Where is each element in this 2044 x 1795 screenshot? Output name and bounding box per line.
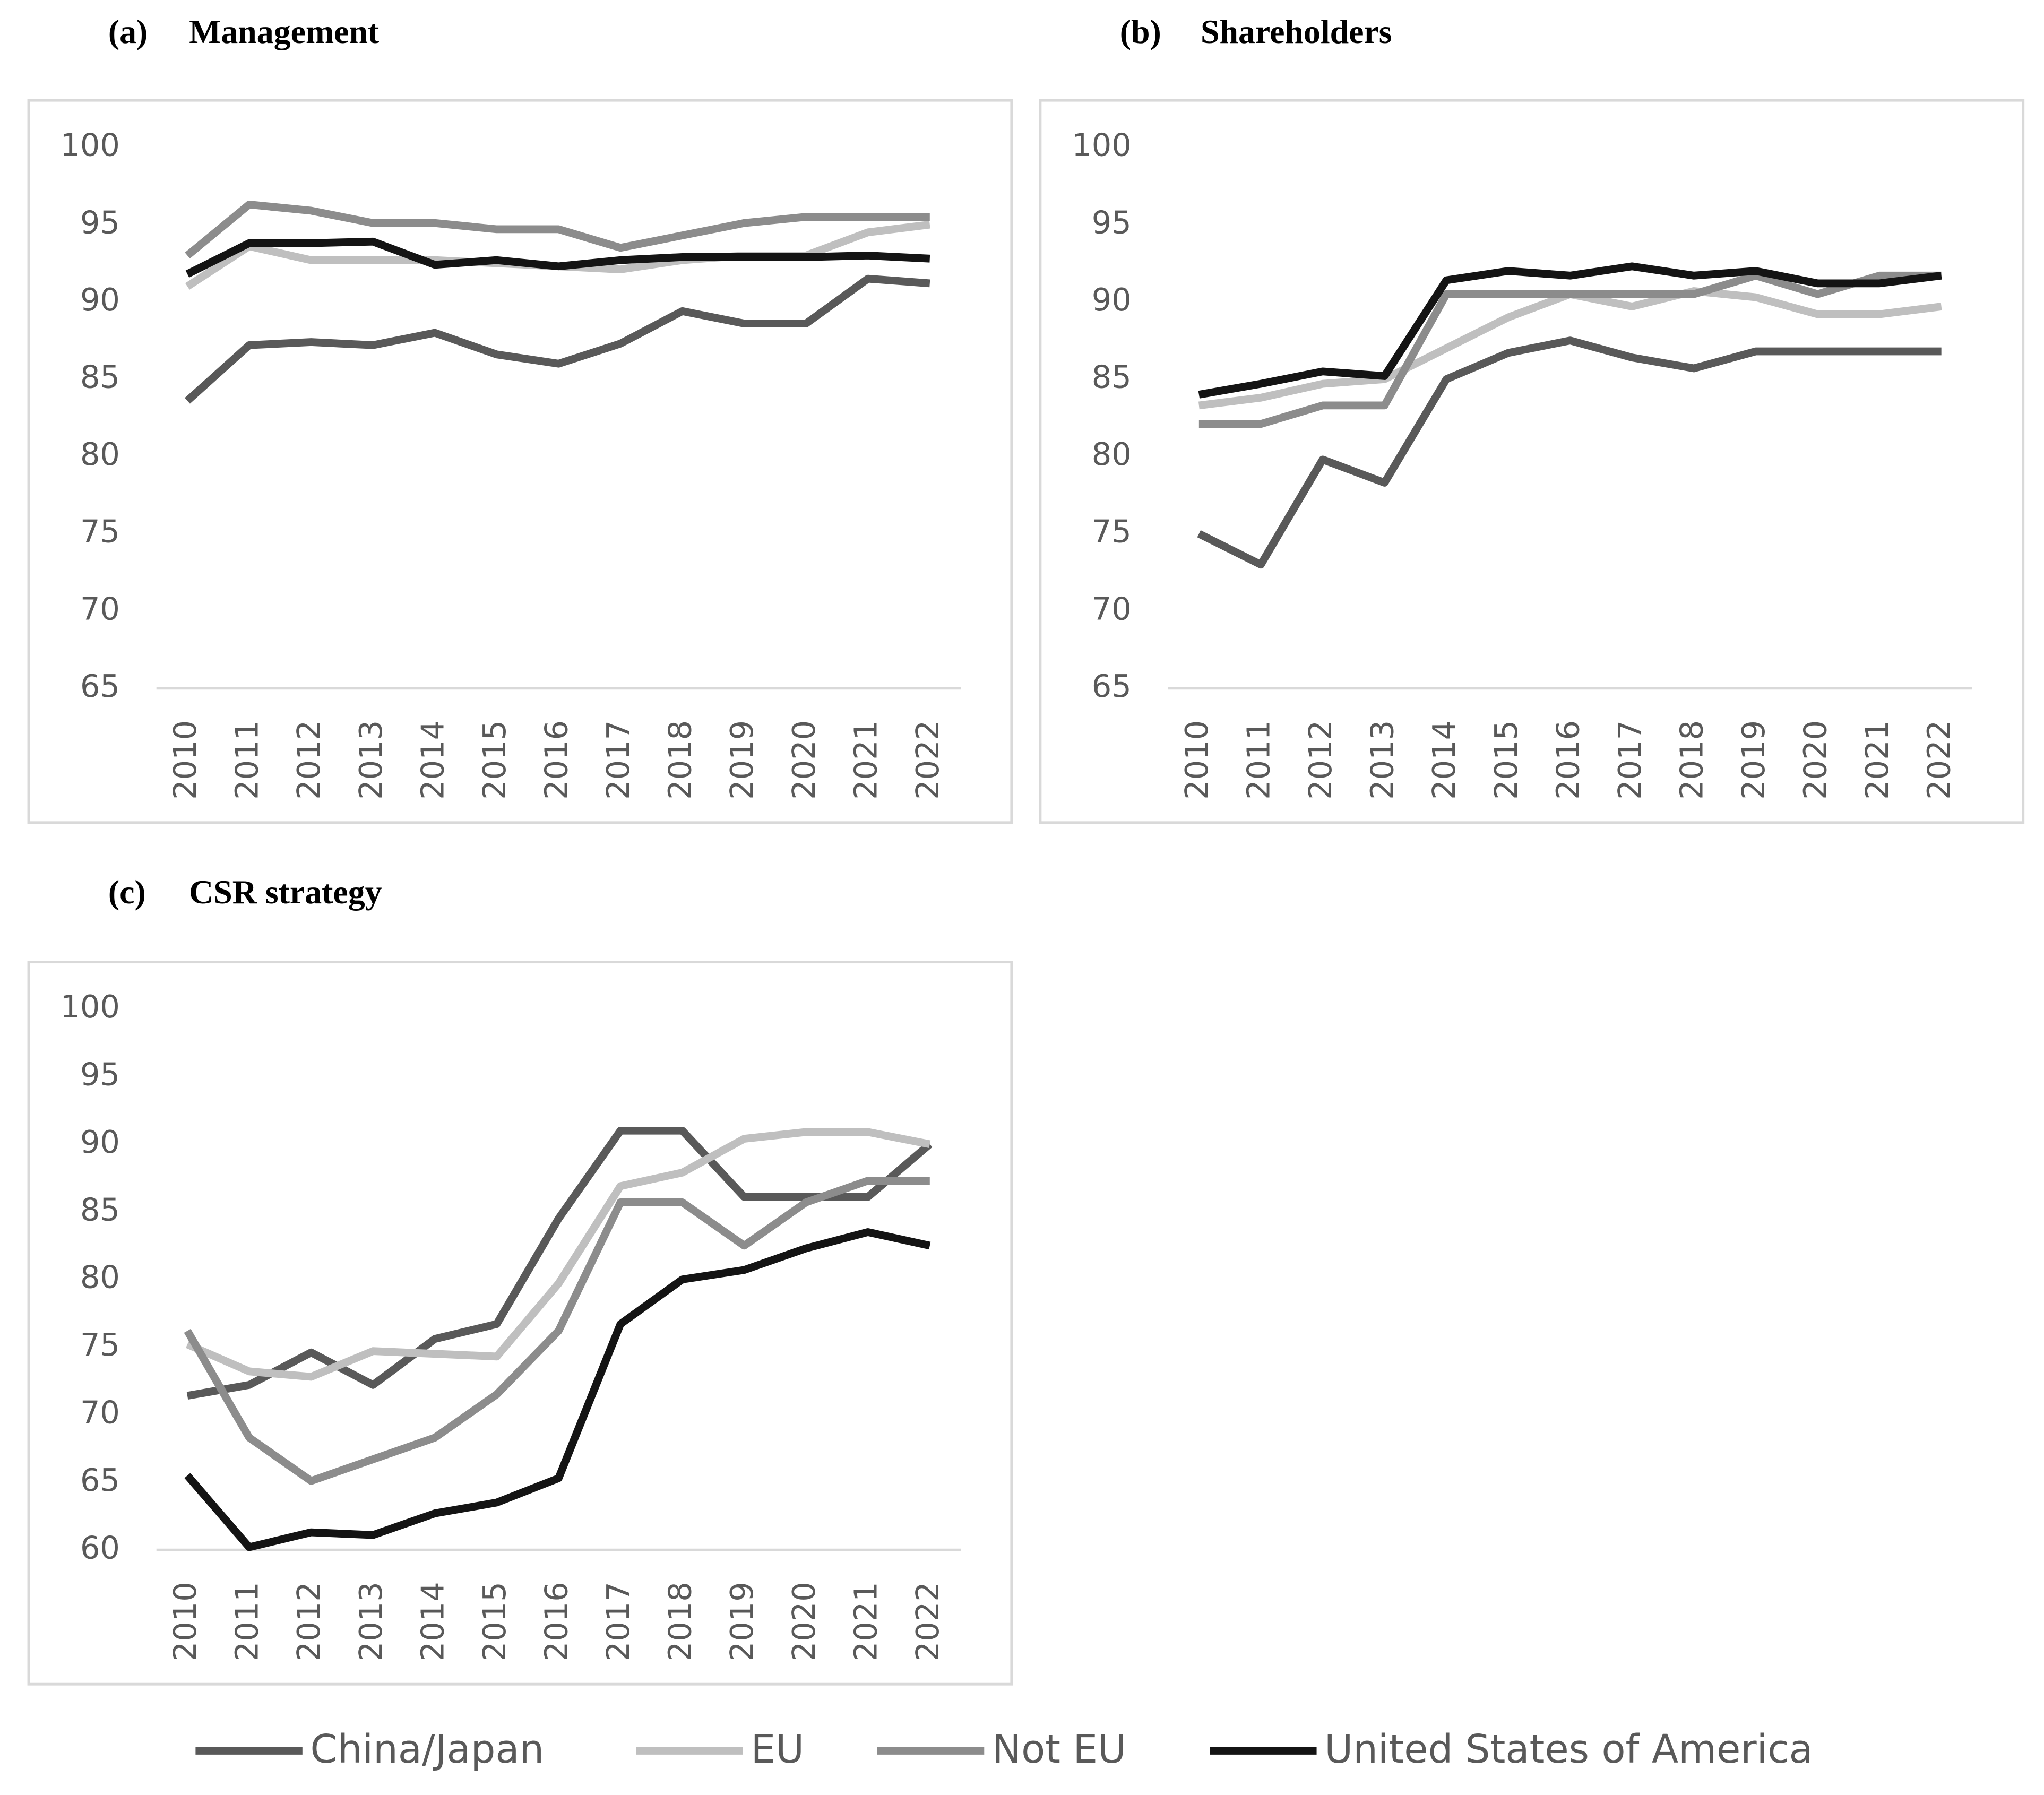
line: [186, 1126, 933, 1400]
panel-label: (c): [108, 873, 146, 911]
x-tick-label: 2011: [229, 1582, 265, 1661]
x-tick-label: 2020: [786, 720, 822, 800]
line: [185, 200, 930, 259]
y-tick-label: 65: [80, 1462, 120, 1498]
x-tick-label: 2014: [1426, 720, 1462, 800]
line: [1198, 271, 1942, 428]
panel-frame: [27, 99, 1013, 824]
x-tick-label: 2012: [290, 1582, 327, 1661]
y-tick-label: 80: [80, 436, 120, 472]
x-tick-label: 2010: [1178, 720, 1215, 800]
y-tick-label: 60: [80, 1529, 120, 1566]
x-tick-label: 2019: [1735, 720, 1772, 800]
panel-title: Management: [189, 13, 379, 50]
y-tick-label: 75: [80, 513, 120, 550]
x-tick-label: 2015: [476, 1582, 513, 1661]
x-tick-label: 2022: [909, 1582, 946, 1661]
x-tick-label: 2016: [1549, 720, 1586, 800]
x-tick-label: 2013: [352, 1582, 389, 1661]
panel-label: (b): [1120, 13, 1161, 50]
x-tick-label: 2015: [476, 720, 513, 800]
y-tick-label: 80: [1092, 436, 1132, 472]
y-tick-label: 70: [80, 1394, 120, 1431]
x-tick-label: 2010: [167, 720, 203, 800]
y-tick-label: 65: [1092, 668, 1132, 704]
x-tick-label: 2011: [229, 720, 265, 800]
panel-title: CSR strategy: [189, 873, 382, 911]
y-tick-label: 65: [80, 668, 120, 704]
x-tick-label: 2013: [352, 720, 389, 800]
legend-label: China/Japan: [311, 1727, 545, 1772]
x-tick-label: 2011: [1240, 720, 1277, 800]
y-tick-label: 85: [80, 1191, 120, 1228]
y-tick-label: 75: [80, 1326, 120, 1363]
legend-label: EU: [751, 1727, 804, 1772]
x-tick-label: 2022: [909, 720, 946, 800]
y-tick-label: 100: [1072, 127, 1131, 163]
y-tick-label: 70: [80, 590, 120, 627]
x-tick-label: 2016: [538, 720, 575, 800]
x-tick-label: 2012: [290, 720, 327, 800]
y-tick-label: 95: [80, 1056, 120, 1093]
x-tick-label: 2017: [1611, 720, 1648, 800]
line: [186, 1128, 931, 1381]
x-tick-label: 2021: [847, 1582, 884, 1661]
line: [1198, 262, 1942, 399]
x-tick-label: 2022: [1921, 720, 1957, 800]
x-tick-label: 2010: [167, 1582, 203, 1661]
line: [184, 1177, 930, 1485]
x-tick-label: 2015: [1488, 720, 1524, 800]
x-tick-label: 2021: [847, 720, 884, 800]
y-tick-label: 85: [1092, 359, 1132, 395]
y-tick-label: 95: [80, 204, 120, 240]
line: [185, 274, 930, 404]
y-tick-label: 70: [1092, 590, 1132, 627]
x-tick-label: 2020: [786, 1582, 822, 1661]
line: [1197, 336, 1942, 569]
panel-title: Shareholders: [1201, 13, 1392, 50]
y-tick-label: 95: [1092, 204, 1132, 240]
line: [184, 1228, 931, 1551]
x-tick-label: 2017: [600, 1582, 636, 1661]
y-tick-label: 90: [80, 1124, 120, 1160]
x-tick-label: 2019: [723, 1582, 760, 1661]
y-tick-label: 90: [1092, 281, 1132, 318]
panel-frame: [27, 961, 1013, 1686]
x-tick-label: 2018: [1673, 720, 1710, 800]
x-tick-label: 2016: [538, 1582, 575, 1661]
panel-frame: [1039, 99, 2025, 824]
y-tick-label: 80: [80, 1259, 120, 1296]
panel-label: (a): [108, 13, 148, 50]
x-tick-label: 2013: [1364, 720, 1401, 800]
x-tick-label: 2020: [1797, 720, 1834, 800]
y-tick-label: 100: [60, 988, 120, 1025]
x-tick-label: 2014: [414, 720, 451, 800]
y-tick-label: 75: [1092, 513, 1132, 550]
y-tick-label: 90: [80, 281, 120, 318]
x-tick-label: 2018: [662, 1582, 698, 1661]
line: [185, 237, 930, 278]
x-tick-label: 2018: [662, 720, 698, 800]
legend-label: United States of America: [1324, 1727, 1813, 1772]
x-tick-label: 2019: [723, 720, 760, 800]
x-tick-label: 2014: [414, 1582, 451, 1661]
y-tick-label: 100: [60, 127, 120, 163]
x-tick-label: 2012: [1302, 720, 1339, 800]
x-tick-label: 2017: [600, 720, 636, 800]
legend-label: Not EU: [992, 1727, 1126, 1772]
x-tick-label: 2021: [1859, 720, 1895, 800]
y-tick-label: 85: [80, 359, 120, 395]
